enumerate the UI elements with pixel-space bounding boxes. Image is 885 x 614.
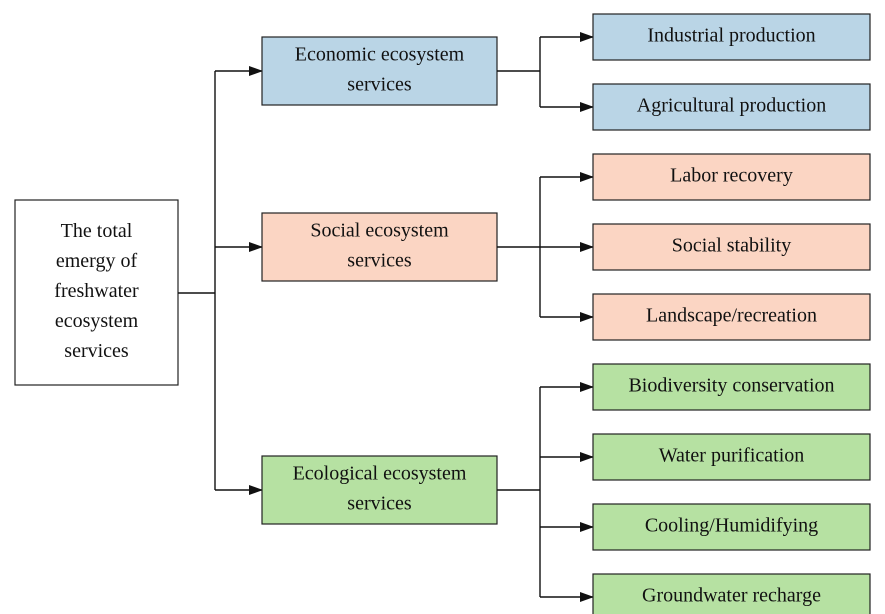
leaf-text: Labor recovery — [670, 165, 793, 187]
leaf-text: Water purification — [659, 445, 805, 467]
category-text: services — [347, 493, 412, 515]
category-text: services — [347, 74, 412, 96]
root-box — [14, 199, 179, 386]
category-text: Ecological ecosystem — [293, 463, 467, 485]
leaf-box — [592, 433, 871, 481]
root-text: The total — [61, 220, 133, 242]
root-text: services — [64, 340, 129, 362]
leaf-box — [592, 223, 871, 271]
root-text: freshwater — [54, 280, 139, 302]
leaf-text: Cooling/Humidifying — [645, 515, 818, 537]
category-box — [261, 455, 498, 525]
leaf-text: Industrial production — [647, 25, 815, 47]
leaf-box — [592, 363, 871, 411]
leaf-text: Groundwater recharge — [642, 585, 821, 607]
category-text: Economic ecosystem — [295, 44, 465, 66]
leaf-text: Biodiversity conservation — [628, 375, 834, 397]
category-text: services — [347, 250, 412, 272]
leaf-text: Social stability — [672, 235, 791, 257]
leaf-box — [592, 13, 871, 61]
leaf-box — [592, 503, 871, 551]
leaf-text: Landscape/recreation — [646, 305, 817, 327]
root-text: ecosystem — [55, 310, 139, 332]
root-text: emergy of — [56, 250, 138, 272]
leaf-box — [592, 153, 871, 201]
category-text: Social ecosystem — [310, 220, 449, 242]
category-box — [261, 36, 498, 106]
leaf-box — [592, 573, 871, 614]
leaf-box — [592, 293, 871, 341]
leaf-box — [592, 83, 871, 131]
leaf-text: Agricultural production — [637, 95, 826, 117]
